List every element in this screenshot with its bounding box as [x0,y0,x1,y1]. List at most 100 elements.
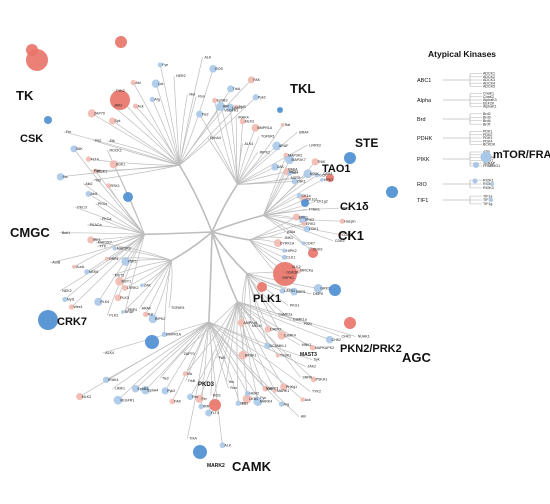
branch [249,239,285,258]
kinase-dot [226,103,235,112]
kinase-label: DMPK [313,292,324,296]
branch [73,148,145,235]
highlight-dot [209,399,221,411]
branch [111,104,180,166]
branch [179,96,257,166]
highlight-dot [145,335,159,349]
kinase-dot [212,97,218,103]
branch [135,321,210,390]
branch [170,231,213,262]
kinase-dot [85,156,92,162]
atypical-kinase-label: ADCK1 [483,72,495,76]
branch [208,321,300,417]
kinase-label: ROS [215,67,223,71]
kinase-dot [325,335,334,344]
highlight-dot [386,186,398,198]
kinase-dot [84,269,90,275]
kinase-dot [251,124,260,132]
kinase-label: TrkB [188,379,196,383]
branch [208,321,241,404]
kinase-label: Tie2 [162,376,169,380]
kinase-label: NUAK1 [358,335,370,339]
kinase-dots [26,36,398,459]
branch [125,234,145,311]
kinase-dot [310,376,317,383]
branch [237,301,301,378]
kinase-dot [105,256,109,261]
branch [208,321,303,400]
branch [102,321,210,354]
kinase-label: EphB3 [138,387,149,391]
branch [133,82,180,166]
branch [88,158,180,166]
kinase-dot [277,331,287,340]
kinase-label: Akt1 [90,192,97,196]
family-labels: TK CSK TKL STE TAO1 CK1δ CK1 CMGC CRK7 PLK1 PKN2/P… [10,81,432,474]
kinase-dot [311,158,319,166]
branch [237,171,288,185]
family-label: CSK [20,133,43,145]
kinase-label: MLK3 [245,120,254,124]
kinase-label: BMPR1A [166,333,181,337]
kinase-label: Fer [66,130,72,134]
kinase-label: RIPK2 [155,317,165,321]
atypical-kinase-label: PDK2 [483,133,492,137]
branch [237,301,330,340]
kinase-label: ALK [204,56,211,60]
atypical-kinase-label: RIOK1 [483,178,494,182]
branch [99,218,145,235]
branch [91,164,180,171]
kinase-label: Fyn [260,396,266,400]
kinase-dot [106,183,111,189]
kinase-label: CDK7 [305,242,315,246]
kinase-label: MARK4 [260,400,272,404]
kinase-dot [292,213,301,221]
kinase-label: VRK1 [340,206,349,210]
kinase-dot [195,394,204,403]
kinase-dot [300,397,305,402]
kinase-label: Syk [114,119,120,123]
kinase-label: Wee1 [73,305,82,309]
kinase-dot [290,287,298,296]
kinase-label: MAP3K2 [288,153,302,157]
kinase-label: GRK2 [320,287,330,291]
kinase-dot [278,401,285,407]
highlight-dot [110,90,130,110]
branch [263,172,291,216]
kinase-label: Src [62,175,68,179]
kinase-label: EphA4 [210,136,221,140]
kinase-label: Lck [158,82,164,86]
kinase-dot [148,314,158,324]
kinase-dot [113,395,123,405]
atypical-kinase-label: ChaK2 [483,95,494,99]
atypical-kinase-label: Brd2 [483,112,491,116]
kinase-label: FAK [174,400,181,404]
kinase-label: ARAF [142,307,152,311]
branch [237,145,278,185]
kinase-label: JNK1 [284,236,293,240]
kinase-label: MRCKa [300,269,313,273]
kinase-label: CK1g2 [317,200,328,204]
kinase-label: Arg [154,98,160,102]
kinase-dot [169,398,176,405]
kinase-dot [247,76,255,84]
kinase-dot [262,385,269,392]
branch [237,301,285,388]
atypical-kinase-label: BrdT [483,122,492,126]
kinase-dot [115,277,124,286]
kinase-dot [198,403,204,410]
kinase-dot [161,387,169,395]
kinase-label: Met [242,402,248,406]
highlight-dot [115,36,127,48]
branch [112,321,210,389]
kinase-label: MAP2K7 [292,158,306,162]
kinase-dot [295,267,302,274]
kinase-label: DAPK1 [270,327,282,331]
kinase-label: ROCK1 [109,149,121,153]
branch [237,301,303,325]
kinase-label: ERK1 [299,215,308,219]
kinase-label: LRRK2 [127,286,139,290]
branch [141,260,172,286]
branch [171,321,210,402]
